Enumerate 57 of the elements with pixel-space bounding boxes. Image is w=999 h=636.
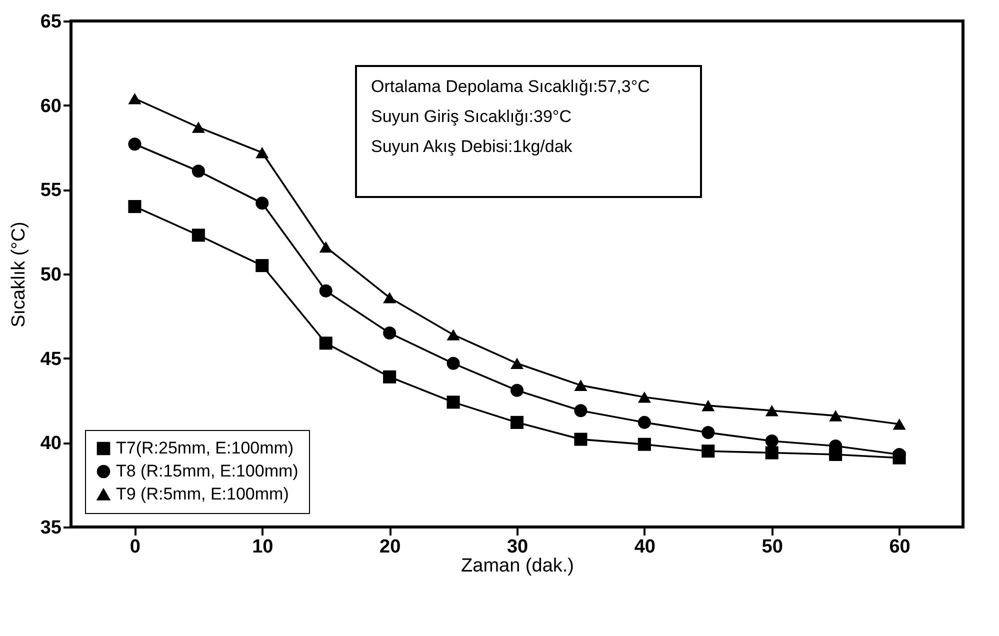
y-tick-label: 45 (40, 348, 62, 370)
point (128, 200, 142, 214)
annotation: Ortalama Depolama Sıcaklığı:57,3°C (371, 77, 650, 96)
point (702, 400, 715, 412)
x-tick-label: 40 (634, 536, 656, 558)
point (383, 370, 396, 384)
point (383, 326, 396, 340)
point (510, 384, 524, 397)
legend-label: T9 (R:5mm, E:100mm) (116, 484, 289, 504)
point (892, 418, 906, 430)
x-tick-label: 10 (252, 536, 274, 558)
point (829, 410, 842, 422)
point (383, 292, 396, 304)
point (574, 404, 588, 418)
point (702, 426, 715, 440)
point (574, 432, 588, 446)
point (192, 122, 205, 133)
x-tick-label: 0 (130, 536, 141, 558)
y-tick-label: 55 (40, 180, 62, 202)
y-tick-label: 60 (40, 96, 62, 117)
point (319, 336, 332, 350)
x-tick-label: 60 (889, 536, 910, 558)
point (319, 284, 332, 298)
point (638, 416, 651, 429)
point (574, 380, 588, 391)
x-tick-label: 50 (762, 536, 783, 558)
annotation: Suyun Giriş Sıcaklığı:39°C (371, 107, 572, 126)
point (510, 416, 524, 429)
y-tick-label: 35 (40, 518, 62, 538)
point (765, 404, 778, 416)
point (765, 446, 778, 460)
point (446, 356, 460, 370)
x-axis-title: Zaman (dak.) (461, 556, 574, 576)
point (510, 358, 524, 370)
point (192, 164, 205, 178)
annotation: Suyun Akış Debisi:1kg/dak (371, 137, 573, 156)
point (702, 444, 715, 458)
point (446, 329, 460, 340)
point (128, 138, 142, 151)
point (319, 241, 332, 253)
point (638, 391, 651, 403)
legend-label: T7(R:25mm, E:100mm) (116, 438, 294, 458)
y-tick-label: 40 (40, 433, 62, 454)
point (192, 228, 205, 242)
point (446, 396, 460, 409)
point (256, 196, 269, 210)
y-axis-title: Sıcaklık (°C) (8, 222, 30, 328)
legend-label: T8 (R:15mm, E:100mm) (116, 462, 298, 480)
point (256, 146, 269, 158)
y-tick-label: 50 (40, 264, 62, 286)
point (256, 259, 269, 272)
point (765, 434, 778, 448)
x-tick-label: 20 (380, 536, 401, 558)
x-tick-label: 30 (506, 536, 528, 558)
y-tick-label: 65 (40, 12, 62, 32)
point (638, 438, 651, 451)
point (128, 92, 142, 104)
